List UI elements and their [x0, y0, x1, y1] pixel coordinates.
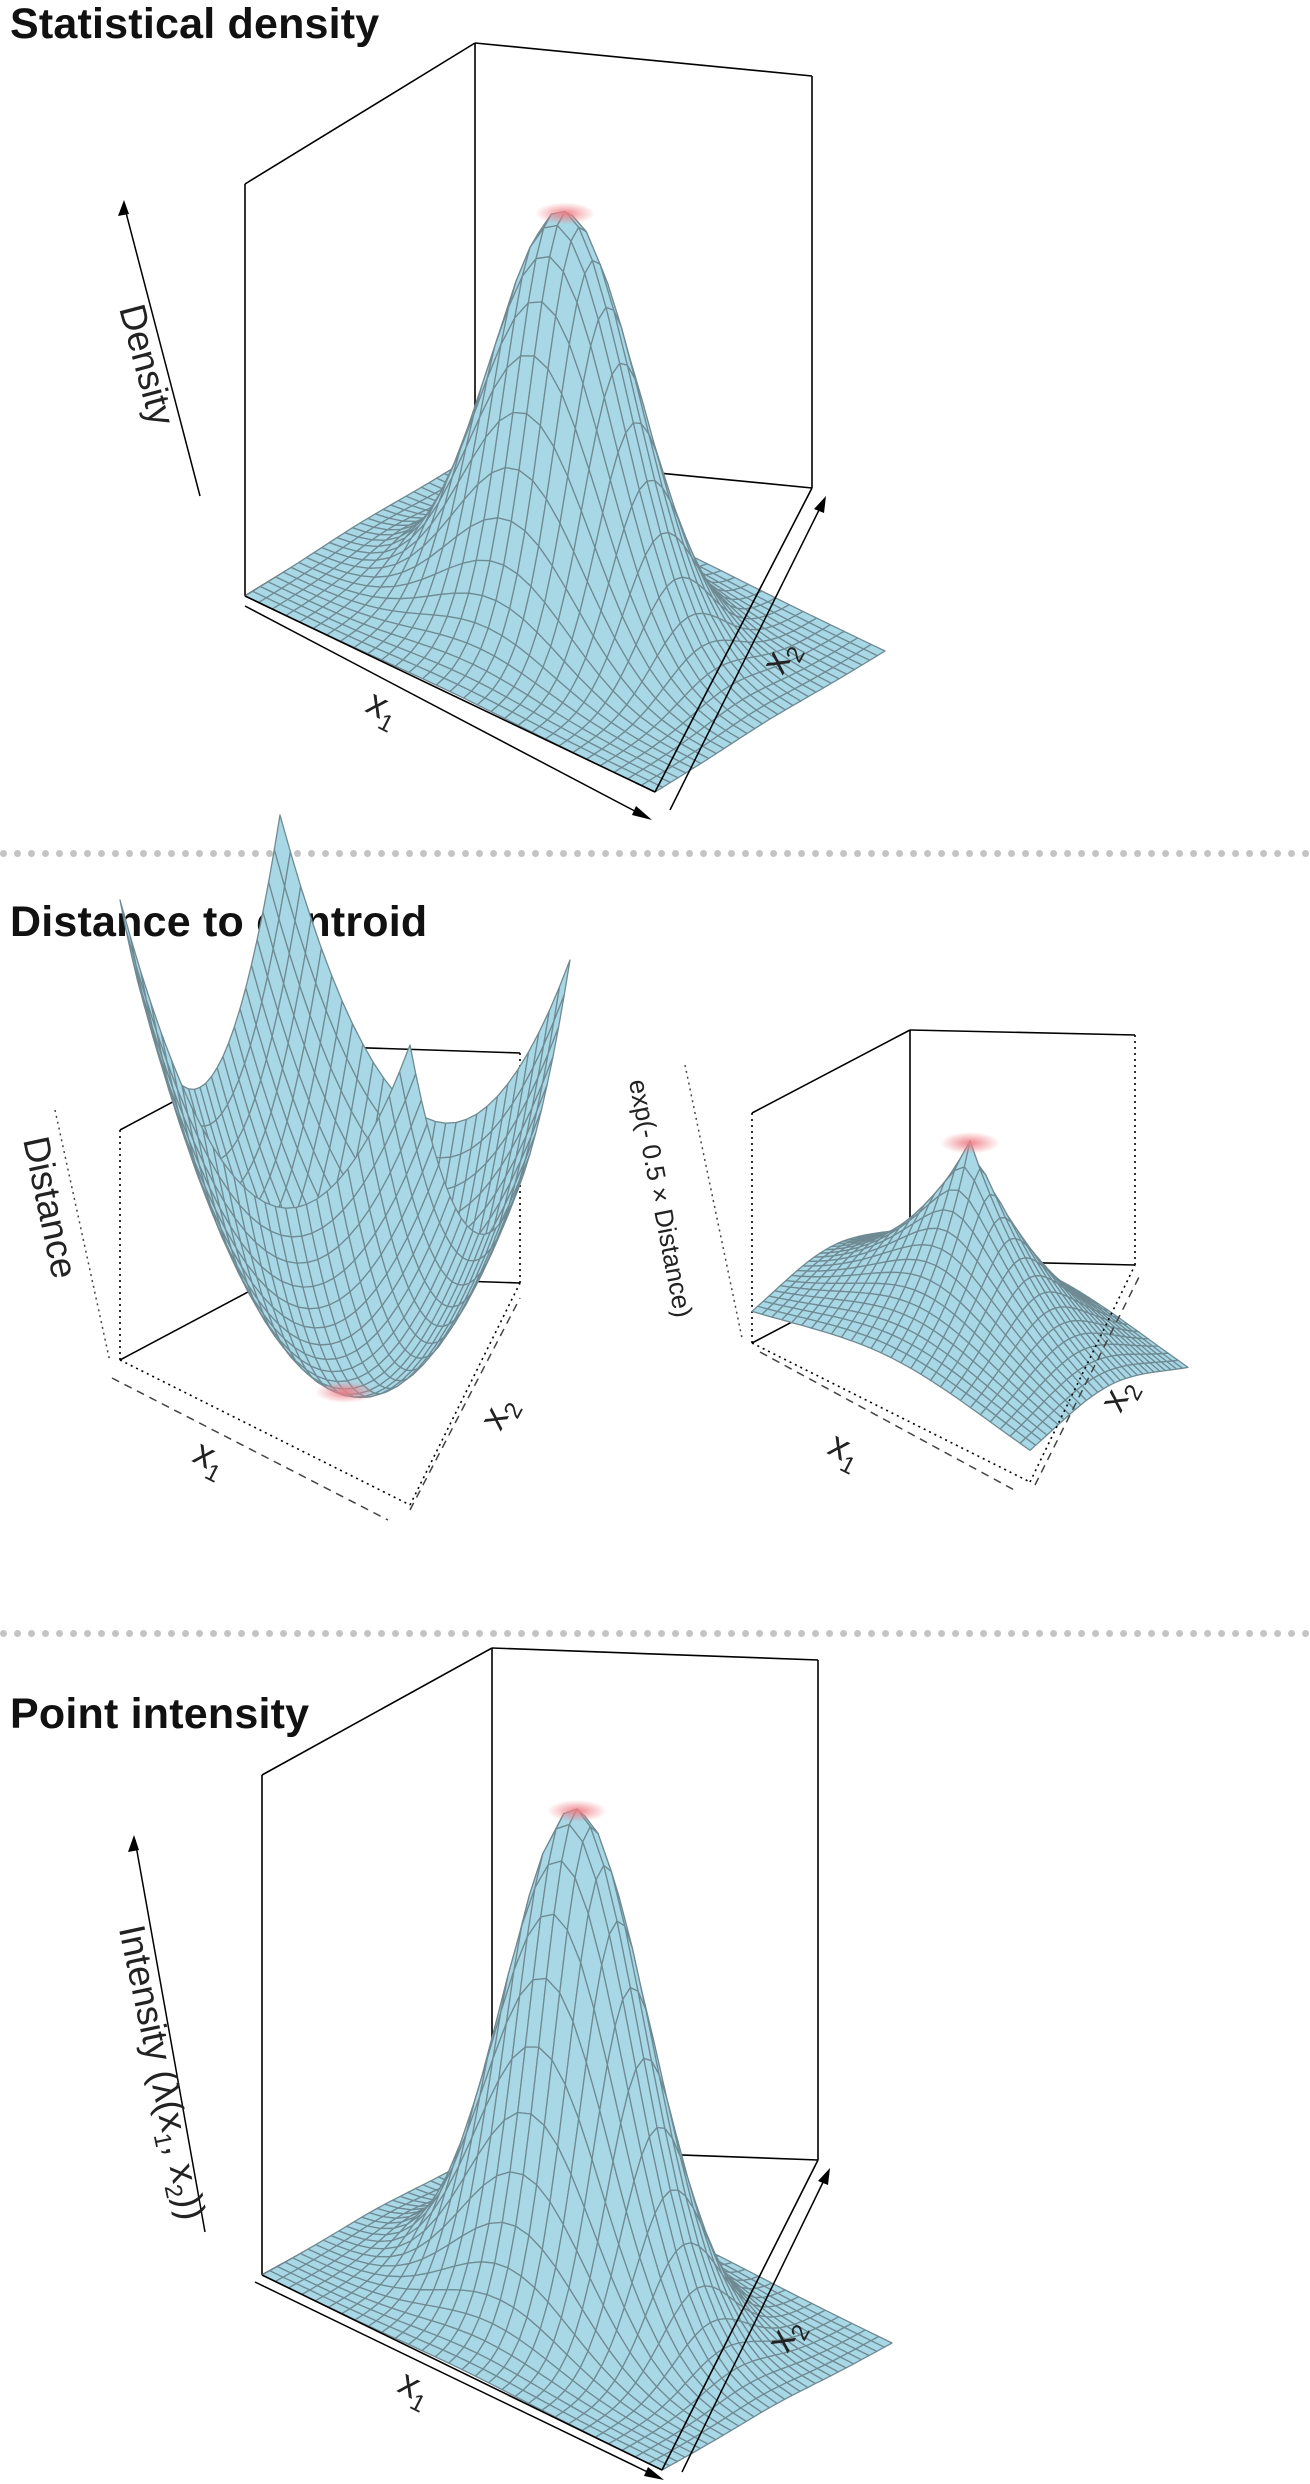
- exp-distance-surface: [751, 1140, 1189, 1452]
- x1-axis-label: x1: [184, 1431, 234, 1488]
- x1-axis-label: x1: [819, 1423, 869, 1480]
- plot-box-front-edges: [261, 2159, 819, 2471]
- peak-marker: [535, 202, 595, 225]
- section-title-point-intensity: Point intensity: [10, 1690, 310, 1738]
- section-divider: [0, 1630, 1310, 1637]
- distance-surface-plot: Distance x1 x2: [15, 814, 571, 1521]
- density-surface: [244, 210, 886, 793]
- section-title-distance-to-centroid: Distance to centroid: [10, 898, 428, 946]
- section-divider: [0, 850, 1310, 857]
- distance-z-axis: Distance: [15, 1109, 111, 1363]
- plot-box-front-edges: [119, 1282, 521, 1506]
- x1-axis-label: x1: [357, 681, 407, 738]
- intensity-surface-plot: Intensity (λ(x1, x2)) x1 x2: [104, 1647, 893, 2480]
- z-axis-label: Density: [111, 300, 183, 430]
- z-axis-label: exp(- 0.5 × Distance): [623, 1077, 699, 1320]
- exp-distance-z-axis: exp(- 0.5 × Distance): [623, 1064, 743, 1339]
- z-axis-label: Distance: [15, 1133, 85, 1282]
- density-surface-plot: Density x1 x2: [111, 42, 886, 820]
- peak-marker: [940, 1132, 1000, 1154]
- plot-box-front-edges: [751, 1264, 1136, 1483]
- z-axis-label: Intensity (λ(x1, x2)): [104, 1921, 213, 2225]
- intensity-surface: [261, 1808, 893, 2471]
- x1-axis-label: x1: [389, 2361, 439, 2418]
- minimum-marker: [315, 1381, 375, 1403]
- exp-distance-surface-plot: exp(- 0.5 × Distance) x1 x2: [623, 1029, 1189, 1493]
- density-x1-axis: x1: [244, 605, 652, 820]
- intensity-z-axis: Intensity (λ(x1, x2)): [104, 1835, 213, 2233]
- section-title-statistical-density: Statistical density: [10, 0, 380, 48]
- plot-box-front-edges: [244, 487, 813, 793]
- distance-surface: [119, 814, 571, 1399]
- density-z-axis: Density: [111, 200, 201, 497]
- x2-axis-label: x2: [471, 1388, 528, 1439]
- peak-marker: [547, 1800, 607, 1822]
